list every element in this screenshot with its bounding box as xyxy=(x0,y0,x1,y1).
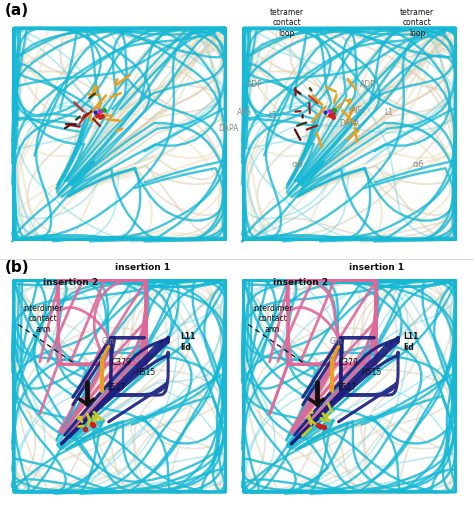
Text: L11
lid: L11 lid xyxy=(180,332,195,352)
Text: insertion 2: insertion 2 xyxy=(43,278,98,287)
Text: insertion 1: insertion 1 xyxy=(349,263,404,271)
Text: insertion 2: insertion 2 xyxy=(273,278,328,287)
Text: H515: H515 xyxy=(361,368,382,377)
Text: ADP: ADP xyxy=(360,80,376,89)
Text: C379: C379 xyxy=(339,358,359,367)
Text: α6: α6 xyxy=(292,160,303,168)
Text: AlF₃: AlF₃ xyxy=(237,108,252,117)
Text: E517: E517 xyxy=(107,383,126,392)
Text: E517: E517 xyxy=(337,383,357,392)
Text: insertion 1: insertion 1 xyxy=(115,263,170,271)
Text: (b): (b) xyxy=(5,260,29,275)
Text: Gln: Gln xyxy=(102,337,115,346)
Text: C379: C379 xyxy=(111,358,131,367)
Text: DAPA: DAPA xyxy=(218,124,238,132)
Text: α6: α6 xyxy=(412,160,424,168)
Text: tetramer
contact
loop: tetramer contact loop xyxy=(400,8,434,38)
Text: AlF₃: AlF₃ xyxy=(351,106,366,114)
Text: interdimer
contact
arm: interdimer contact arm xyxy=(22,304,63,334)
Text: tetramer
contact
loop: tetramer contact loop xyxy=(270,8,304,38)
Text: Gln: Gln xyxy=(329,337,342,346)
Text: interdimer
contact
arm: interdimer contact arm xyxy=(252,304,293,334)
Text: DAPA: DAPA xyxy=(339,119,359,128)
Text: L1: L1 xyxy=(384,108,393,117)
Text: ADP: ADP xyxy=(246,80,262,89)
Text: L11
lid: L11 lid xyxy=(403,332,418,352)
Text: L1: L1 xyxy=(268,111,277,119)
Text: H515: H515 xyxy=(135,368,155,377)
Text: (a): (a) xyxy=(5,3,29,18)
